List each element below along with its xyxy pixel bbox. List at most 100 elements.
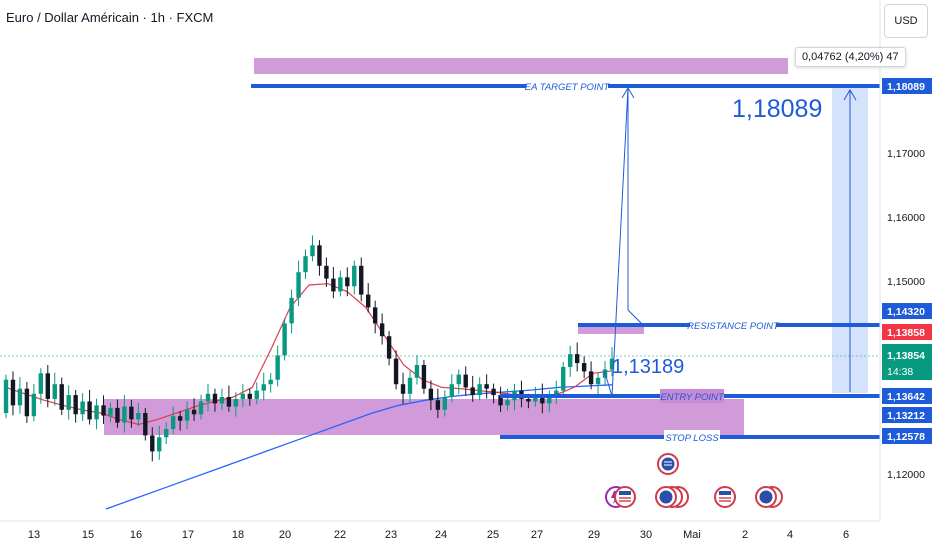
candle-body (80, 401, 85, 415)
chart-title: Euro / Dollar Américain · 1h · FXCM (6, 10, 214, 25)
candle-body (10, 379, 16, 406)
candle-body (317, 245, 322, 266)
us-flag-icon[interactable] (714, 486, 736, 508)
us-flag-icon[interactable] (614, 486, 636, 508)
resistance-zone (578, 324, 644, 334)
us-flag-icon[interactable] (755, 486, 783, 508)
svg-text:1,12578: 1,12578 (887, 431, 925, 443)
x-tick-label: 13 (28, 529, 40, 541)
price-tag-target: 1,18089 (882, 78, 932, 94)
candle-body (421, 365, 427, 389)
candle-body (219, 397, 225, 404)
candle-body (282, 323, 287, 356)
target-zone (254, 58, 788, 74)
candle-body (588, 371, 594, 385)
candle-body (484, 384, 489, 389)
candle-body (66, 395, 71, 410)
candle-body (547, 397, 552, 404)
candle-body (526, 398, 531, 402)
us-flag-icon[interactable] (655, 486, 689, 508)
time-axis: 13 15 16 17 18 20 22 23 24 25 27 29 30 Mai 2 4 6 (28, 529, 849, 541)
us-flag-icon[interactable] (657, 453, 679, 475)
entry-big-value: 1,13189 (612, 356, 684, 378)
candle-body (31, 393, 37, 417)
price-tag-current-green: 1,13854 14:38 (882, 344, 932, 380)
candle-body (386, 336, 392, 359)
candle-body (24, 388, 30, 417)
candle-body (247, 393, 252, 399)
y-tick-1: 1,17000 (887, 148, 925, 160)
candle-body (338, 277, 343, 292)
candle-body (143, 413, 148, 436)
x-tick-label: 24 (435, 529, 447, 541)
candle-body (226, 397, 232, 407)
candle-body (17, 388, 23, 406)
candle-body (108, 407, 113, 416)
candle-body (87, 401, 92, 420)
x-tick-label: 27 (531, 529, 543, 541)
candle-body (463, 374, 468, 388)
candle-body (73, 395, 78, 415)
candle-body (198, 401, 204, 415)
candle-body (400, 384, 406, 394)
resistance-label: RESISTANCE POINT (687, 321, 780, 332)
price-tag-zone: 1,13212 (882, 407, 932, 423)
x-tick-label: Mai (683, 529, 701, 541)
currency-button[interactable]: USD (884, 4, 928, 38)
target-label: EA TARGET POINT (525, 82, 611, 93)
price-tag-entry: 1,13642 (882, 388, 932, 404)
candle-body (289, 297, 294, 324)
projection-path (603, 87, 629, 397)
resistance-label-group: RESISTANCE POINT (687, 318, 780, 332)
svg-text:1,13642: 1,13642 (887, 391, 925, 403)
entry-label: ENTRY POINT (660, 392, 725, 403)
candle-body (568, 354, 573, 367)
measure-tooltip: 0,04762 (4,20%) 47 (795, 47, 906, 67)
x-tick-label: 20 (279, 529, 291, 541)
y-tick-2: 1,16000 (887, 212, 925, 224)
candle-body (366, 294, 371, 308)
event-icons (605, 453, 783, 508)
svg-text:1,14320: 1,14320 (887, 306, 925, 318)
candle-body (94, 405, 99, 420)
y-tick-4: 1,12000 (887, 469, 925, 481)
candle-body (352, 265, 357, 287)
x-tick-label: 23 (385, 529, 397, 541)
svg-text:1,13854: 1,13854 (887, 350, 925, 362)
entry-label-group: ENTRY POINT (660, 389, 725, 403)
x-tick-label: 17 (182, 529, 194, 541)
candle-body (331, 278, 336, 292)
candle-body (59, 384, 64, 410)
candle-body (122, 406, 127, 423)
target-label-group: EA TARGET POINT (525, 79, 611, 93)
candle-body (595, 377, 601, 385)
candle-body (345, 277, 350, 287)
candle-body (261, 384, 266, 391)
candle-body (52, 384, 57, 399)
candle-body (428, 388, 434, 401)
demand-zone-right (500, 399, 744, 435)
candle-body (212, 393, 218, 404)
svg-text:1,13858: 1,13858 (887, 327, 925, 339)
candle-body (533, 395, 538, 402)
candle-body (379, 323, 385, 337)
candle-body (205, 393, 211, 402)
demand-zone-left (104, 399, 500, 435)
candle-body (414, 365, 420, 378)
measure-arrow-head (843, 89, 857, 101)
candles-group (3, 235, 615, 462)
x-tick-label: 15 (82, 529, 94, 541)
candle-body (491, 388, 496, 396)
candle-body (177, 416, 183, 421)
x-tick-label: 4 (787, 529, 793, 541)
candle-body (275, 355, 280, 380)
candle-body (191, 409, 197, 415)
price-tag-stop: 1,12578 (882, 428, 932, 444)
stop-label: STOP LOSS (665, 433, 719, 444)
candle-body (407, 377, 413, 394)
candle-body (240, 393, 246, 399)
candle-body (554, 390, 559, 397)
projection-kink (627, 309, 645, 327)
